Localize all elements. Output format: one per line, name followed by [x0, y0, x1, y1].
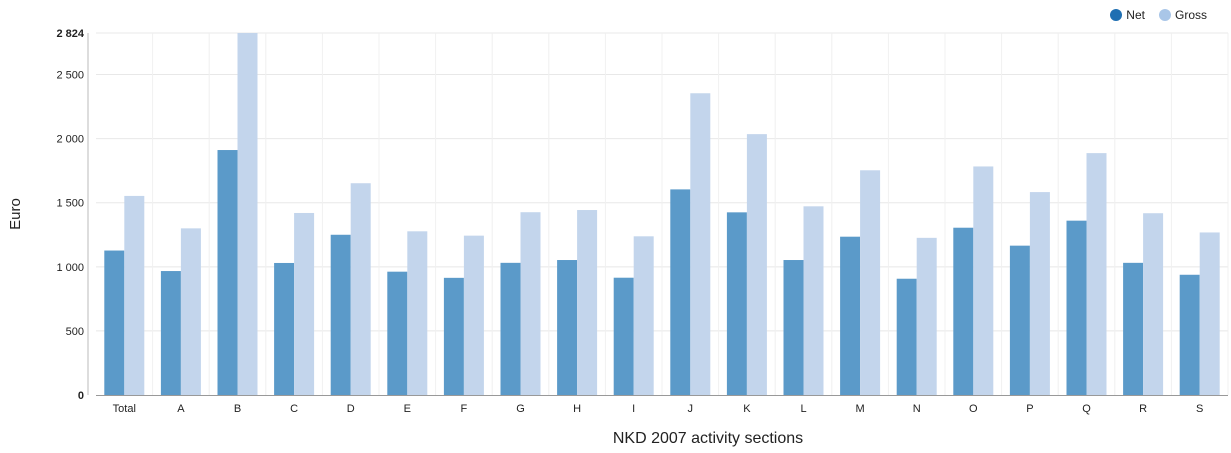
y-tick-label: 2 500 — [56, 70, 84, 82]
grid-lines — [96, 32, 1229, 395]
bar-gross-d — [350, 183, 371, 395]
x-tick-label: P — [1026, 403, 1033, 415]
bar-gross-r — [1143, 213, 1164, 395]
bar-gross-s — [1199, 232, 1220, 395]
bar-gross-j — [690, 93, 711, 396]
bar-net-j — [670, 189, 691, 395]
legend-label-gross: Gross — [1174, 8, 1207, 22]
bar-net-e — [387, 271, 408, 395]
x-tick-label: E — [404, 403, 411, 415]
x-tick-label: F — [461, 403, 468, 415]
bar-gross-f — [463, 235, 484, 395]
y-tick-label: 500 — [66, 326, 84, 338]
bar-net-p — [1009, 245, 1030, 395]
x-tick-label: Q — [1082, 403, 1091, 415]
bar-gross-n — [916, 237, 937, 395]
x-tick-label: A — [177, 403, 185, 415]
x-axis-title: NKD 2007 activity sections — [613, 430, 803, 447]
x-tick-label: D — [347, 403, 355, 415]
bar-net-r — [1123, 262, 1144, 395]
bars — [104, 33, 1220, 396]
bar-net-i — [613, 277, 634, 395]
bar-net-f — [443, 277, 464, 395]
x-tick-label: Total — [113, 403, 136, 415]
x-tick-label: R — [1139, 403, 1147, 415]
bar-gross-b — [237, 33, 258, 395]
x-tick-label: L — [800, 403, 806, 415]
bar-gross-l — [803, 206, 824, 395]
y-tick-label: 1 000 — [56, 262, 84, 274]
y-axis: 0 500 1 000 1 500 2 000 2 500 2 824 — [56, 28, 89, 402]
y-tick-label: 2 000 — [56, 134, 84, 146]
x-tick-label: G — [516, 403, 525, 415]
bar-net-n — [896, 278, 917, 395]
x-tick-label: J — [688, 403, 694, 415]
x-tick-label: K — [743, 403, 751, 415]
bar-net-o — [953, 227, 974, 395]
bar-gross-i — [633, 236, 654, 395]
x-tick-label: M — [856, 403, 865, 415]
bar-gross-c — [294, 212, 315, 395]
y-axis-title: Euro — [7, 198, 24, 230]
x-tick-label: N — [913, 403, 921, 415]
y-tick-label: 0 — [78, 390, 84, 402]
bar-net-total — [104, 250, 125, 395]
bar-gross-m — [860, 170, 881, 395]
bar-net-k — [726, 212, 747, 395]
y-tick-label: 1 500 — [56, 198, 84, 210]
bar-net-b — [217, 150, 238, 395]
legend-item-gross[interactable]: Gross — [1158, 8, 1207, 22]
x-tick-label: B — [234, 403, 241, 415]
bar-net-h — [557, 260, 578, 395]
bar-net-s — [1179, 274, 1200, 395]
x-tick-label: O — [969, 403, 978, 415]
bar-gross-p — [1029, 192, 1050, 395]
bar-net-l — [783, 260, 804, 395]
legend-item-net[interactable]: Net — [1110, 8, 1145, 22]
legend-swatch-net — [1110, 9, 1123, 21]
bar-gross-k — [746, 134, 767, 395]
bar-gross-total — [124, 195, 145, 395]
bar-net-g — [500, 262, 521, 395]
x-tick-label: S — [1196, 403, 1203, 415]
bar-gross-g — [520, 212, 541, 395]
bar-net-a — [160, 271, 181, 395]
bar-gross-o — [973, 166, 994, 395]
bar-gross-q — [1086, 153, 1107, 395]
bar-gross-e — [407, 231, 428, 395]
legend-label-net: Net — [1126, 8, 1145, 22]
x-tick-label: H — [573, 403, 581, 415]
y-tick-label: 2 824 — [56, 28, 84, 40]
bar-net-m — [840, 236, 861, 395]
x-tick-label: C — [290, 403, 298, 415]
bar-net-c — [274, 262, 295, 395]
legend-swatch-gross — [1158, 9, 1171, 21]
chart-legend: Net Gross — [1110, 8, 1207, 22]
x-tick-label: I — [632, 403, 635, 415]
bar-gross-a — [180, 228, 201, 395]
bar-net-q — [1066, 220, 1087, 395]
bar-net-d — [330, 234, 351, 395]
x-axis: Total A B C D E F G H I J K L M N O P Q R S — [113, 403, 1204, 415]
bar-gross-h — [577, 210, 598, 395]
